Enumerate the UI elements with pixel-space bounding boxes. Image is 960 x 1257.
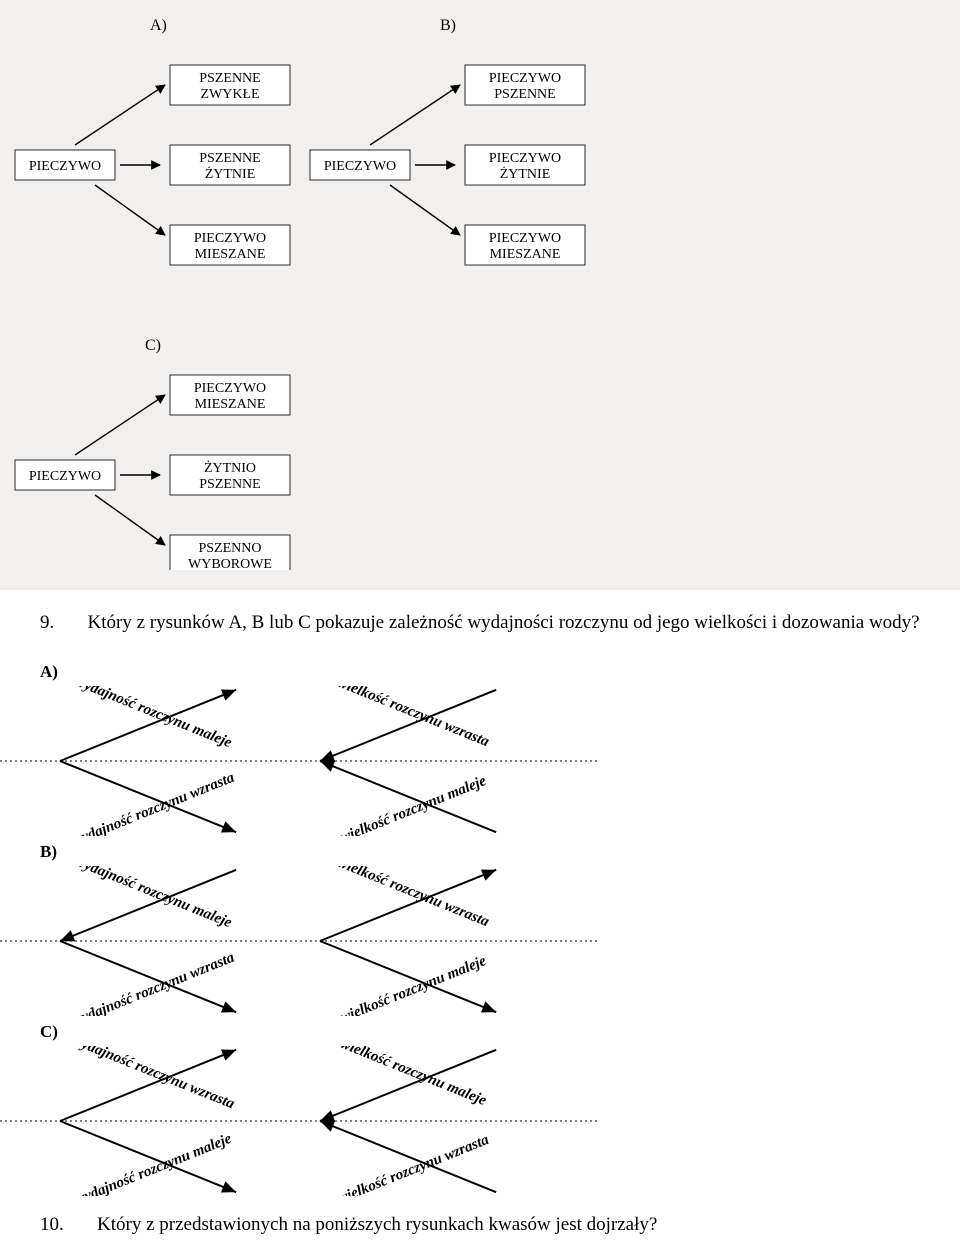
svg-text:wielkość rozczynu maleje: wielkość rozczynu maleje	[338, 772, 489, 835]
node-c1-l1: PIECZYWO	[194, 381, 266, 396]
node-a1-l1: PSZENNE	[199, 71, 260, 86]
tree-c: PIECZYWO PIECZYWO MIESZANE ŻYTNIO PSZENN…	[15, 375, 290, 570]
fan-b: wydajność rozczynu maleje wydajność rozcz…	[0, 866, 700, 1016]
node-b2-l1: PIECZYWO	[489, 151, 561, 166]
node-c2-l2: PSZENNE	[199, 477, 260, 492]
node-c3-l1: PSZENNO	[198, 541, 261, 556]
question-9: 9. Który z rysunków A, B lub C pokazuje …	[0, 610, 960, 656]
svg-text:wielkość rozczynu wzrasta: wielkość rozczynu wzrasta	[335, 866, 491, 930]
fan-a: wydajność rozczynu maleje wydajność rozcz…	[0, 686, 700, 836]
node-a3-l2: MIESZANE	[195, 247, 266, 262]
svg-text:wielkość rozczynu maleje: wielkość rozczynu maleje	[338, 1046, 489, 1109]
svg-text:wielkość rozczynu wzrasta: wielkość rozczynu wzrasta	[335, 686, 491, 750]
svg-text:wydajność rozczynu wzrasta: wydajność rozczynu wzrasta	[70, 1046, 237, 1113]
node-a2-l2: ŻYTNIE	[205, 166, 256, 182]
question-10-num: 10.	[40, 1214, 64, 1235]
fan-label-a: A)	[0, 662, 960, 682]
svg-text:wydajność rozczynu maleje: wydajność rozczynu maleje	[73, 686, 235, 751]
question-9-text: Który z rysunków A, B lub C pokazuje zal…	[88, 612, 920, 633]
svg-text:wydajność rozczynu maleje: wydajność rozczynu maleje	[73, 1130, 235, 1195]
node-a2: PSZENNE ŻYTNIE	[170, 145, 290, 185]
node-a3-l1: PIECZYWO	[194, 231, 266, 246]
node-a2-l1: PSZENNE	[199, 151, 260, 166]
node-root-text-b: PIECZYWO	[324, 159, 396, 174]
node-a3: PIECZYWO MIESZANE	[170, 225, 290, 265]
svg-text:wydajność rozczynu maleje: wydajność rozczynu maleje	[73, 866, 235, 931]
svg-text:wielkość rozczynu maleje: wielkość rozczynu maleje	[338, 952, 489, 1015]
node-a1-l2: ZWYKŁE	[200, 87, 259, 102]
node-c1-l2: MIESZANE	[195, 397, 266, 412]
tree-label-b: B)	[440, 17, 456, 34]
question-9-num: 9.	[40, 612, 54, 633]
tree-b: PIECZYWO PIECZYWO PSZENNE PIECZYWO ŻYTNI…	[310, 65, 585, 265]
fan-diagrams: A) wydajność rozczynu malejewydajność ro…	[0, 662, 960, 1196]
svg-text:wielkość rozczynu wzrasta: wielkość rozczynu wzrasta	[335, 1131, 491, 1195]
scan-region-trees: A) B) C) PIECZYWO PSZENNE ZWYKŁE PSZENNE…	[0, 0, 960, 590]
node-b3-l1: PIECZYWO	[489, 231, 561, 246]
fan-label-b: B)	[0, 842, 960, 862]
node-root-text-c: PIECZYWO	[29, 469, 101, 484]
node-c3-l2: WYBOROWE	[188, 557, 272, 570]
question-10: 10. Który z przedstawionych na poniższyc…	[0, 1196, 960, 1257]
tree-a: PIECZYWO PSZENNE ZWYKŁE PSZENNE ŻYTNIE P…	[15, 65, 290, 265]
question-10-text: Który z przedstawionych na poniższych ry…	[97, 1214, 657, 1235]
fan-label-c: C)	[0, 1022, 960, 1042]
node-b1-l1: PIECZYWO	[489, 71, 561, 86]
node-c2-l1: ŻYTNIO	[204, 460, 256, 476]
node-a1: PSZENNE ZWYKŁE	[170, 65, 290, 105]
tree-label-a: A)	[150, 17, 167, 34]
tree-label-c: C)	[145, 337, 161, 354]
node-b1-l2: PSZENNE	[494, 87, 555, 102]
tree-diagrams: A) B) C) PIECZYWO PSZENNE ZWYKŁE PSZENNE…	[10, 10, 630, 570]
node-b3-l2: MIESZANE	[490, 247, 561, 262]
node-root-text: PIECZYWO	[29, 159, 101, 174]
svg-text:wydajność rozczynu wzrasta: wydajność rozczynu wzrasta	[70, 949, 237, 1016]
fan-c: wydajność rozczynu wzrasta wydajność rozc…	[0, 1046, 700, 1196]
svg-text:wydajność rozczynu wzrasta: wydajność rozczynu wzrasta	[70, 769, 237, 836]
node-b2-l2: ŻYTNIE	[500, 166, 551, 182]
